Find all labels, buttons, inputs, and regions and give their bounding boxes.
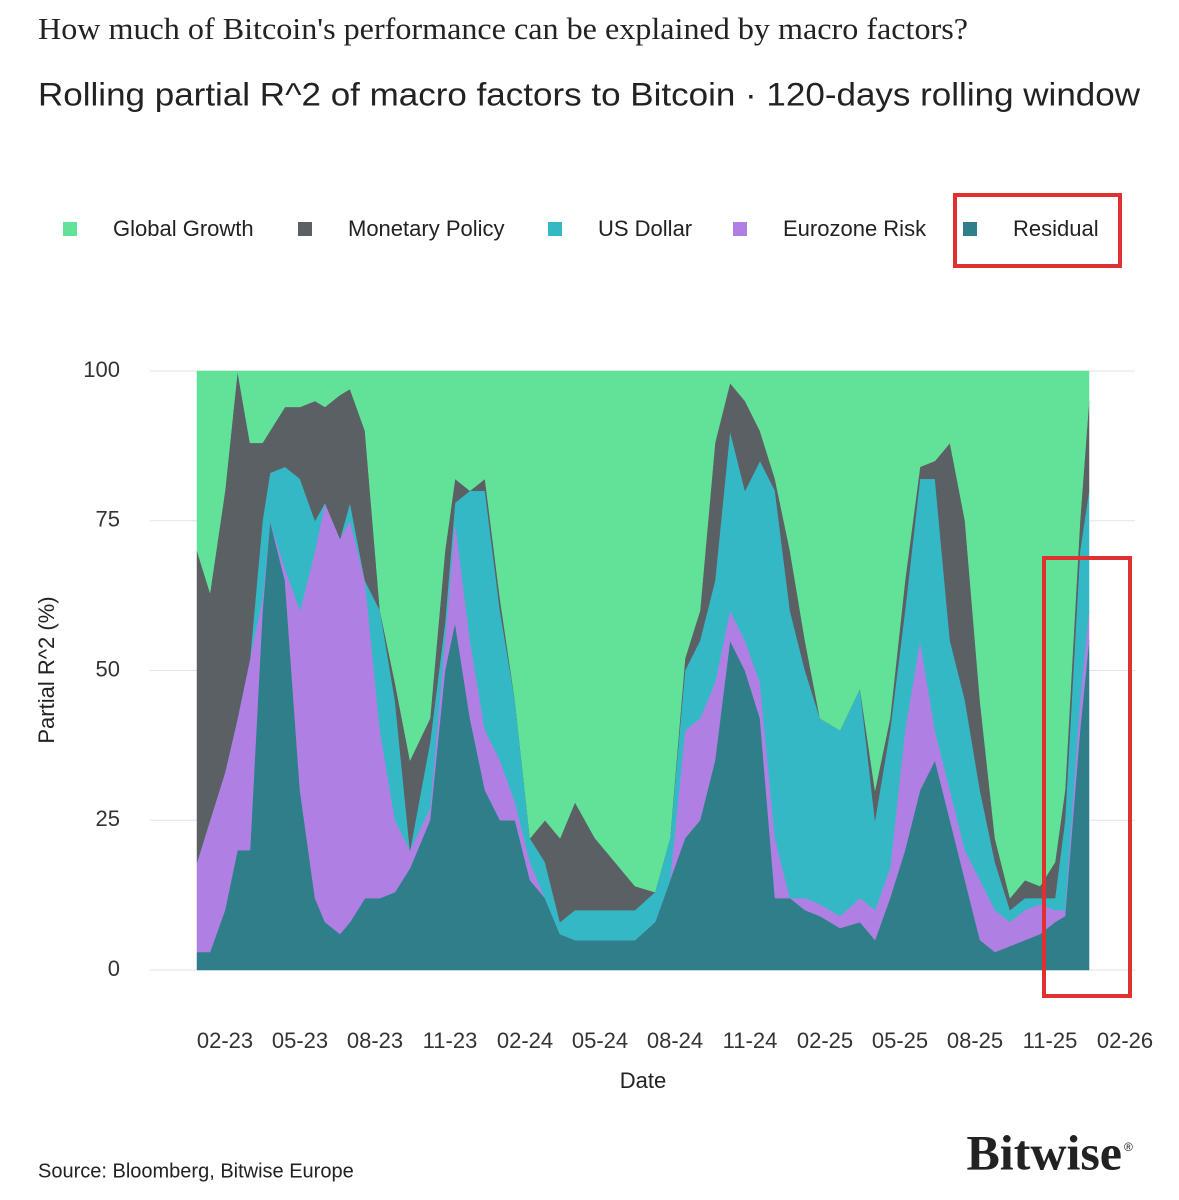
- x-tick-label: 02-23: [197, 1028, 253, 1053]
- y-tick-label: 25: [96, 806, 120, 831]
- highlight-box: [953, 193, 1122, 268]
- chart-title: How much of Bitcoin's performance can be…: [38, 11, 968, 46]
- legend-swatch: [733, 222, 747, 236]
- x-tick-label: 11-24: [723, 1028, 778, 1053]
- legend-swatch: [63, 222, 77, 236]
- x-axis-label: Date: [620, 1068, 666, 1093]
- legend-label: Global Growth: [113, 216, 254, 241]
- legend-label: Residual: [1013, 216, 1099, 241]
- x-tick-label: 02-24: [497, 1028, 553, 1053]
- brand-logo: Bitwise: [966, 1124, 1122, 1180]
- x-tick-label: 08-24: [647, 1028, 703, 1053]
- x-tick-label: 11-23: [423, 1028, 478, 1053]
- legend-swatch: [298, 222, 312, 236]
- source: Source: Bloomberg, Bitwise Europe: [38, 1160, 354, 1182]
- x-tick-label: 05-25: [872, 1028, 928, 1053]
- x-tick-label: 02-25: [797, 1028, 853, 1053]
- y-tick-label: 75: [96, 507, 120, 532]
- legend-label: US Dollar: [598, 216, 692, 241]
- x-tick-label: 02-26: [1097, 1028, 1153, 1053]
- legend-swatch: [548, 222, 562, 236]
- areas: [196, 370, 1090, 971]
- x-tick-label: 05-23: [272, 1028, 328, 1053]
- area: [196, 370, 1090, 899]
- legend-swatch: [963, 222, 977, 236]
- highlight-box: [1042, 556, 1132, 998]
- legend-label: Eurozone Risk: [783, 216, 927, 241]
- x-tick-label: 08-23: [347, 1028, 403, 1053]
- y-tick-label: 0: [108, 956, 120, 981]
- y-tick-label: 100: [83, 357, 120, 382]
- x-tick-label: 08-25: [947, 1028, 1003, 1053]
- y-axis-label: Partial R^2 (%): [34, 596, 59, 743]
- x-tick-label: 11-25: [1023, 1028, 1078, 1053]
- chart-subtitle: Rolling partial R^2 of macro factors to …: [38, 76, 1141, 112]
- axes: 0 25 50 75 100 02-23 05-23 08-23 11-23 02-24 05-24…: [83, 357, 1153, 1053]
- y-tick-label: 50: [96, 656, 120, 681]
- legend: Global Growth Monetary Policy US Dollar Eur…: [63, 216, 1099, 241]
- legend-label: Monetary Policy: [348, 216, 505, 241]
- brand-mark: ®: [1124, 1140, 1133, 1154]
- x-tick-label: 05-24: [572, 1028, 628, 1053]
